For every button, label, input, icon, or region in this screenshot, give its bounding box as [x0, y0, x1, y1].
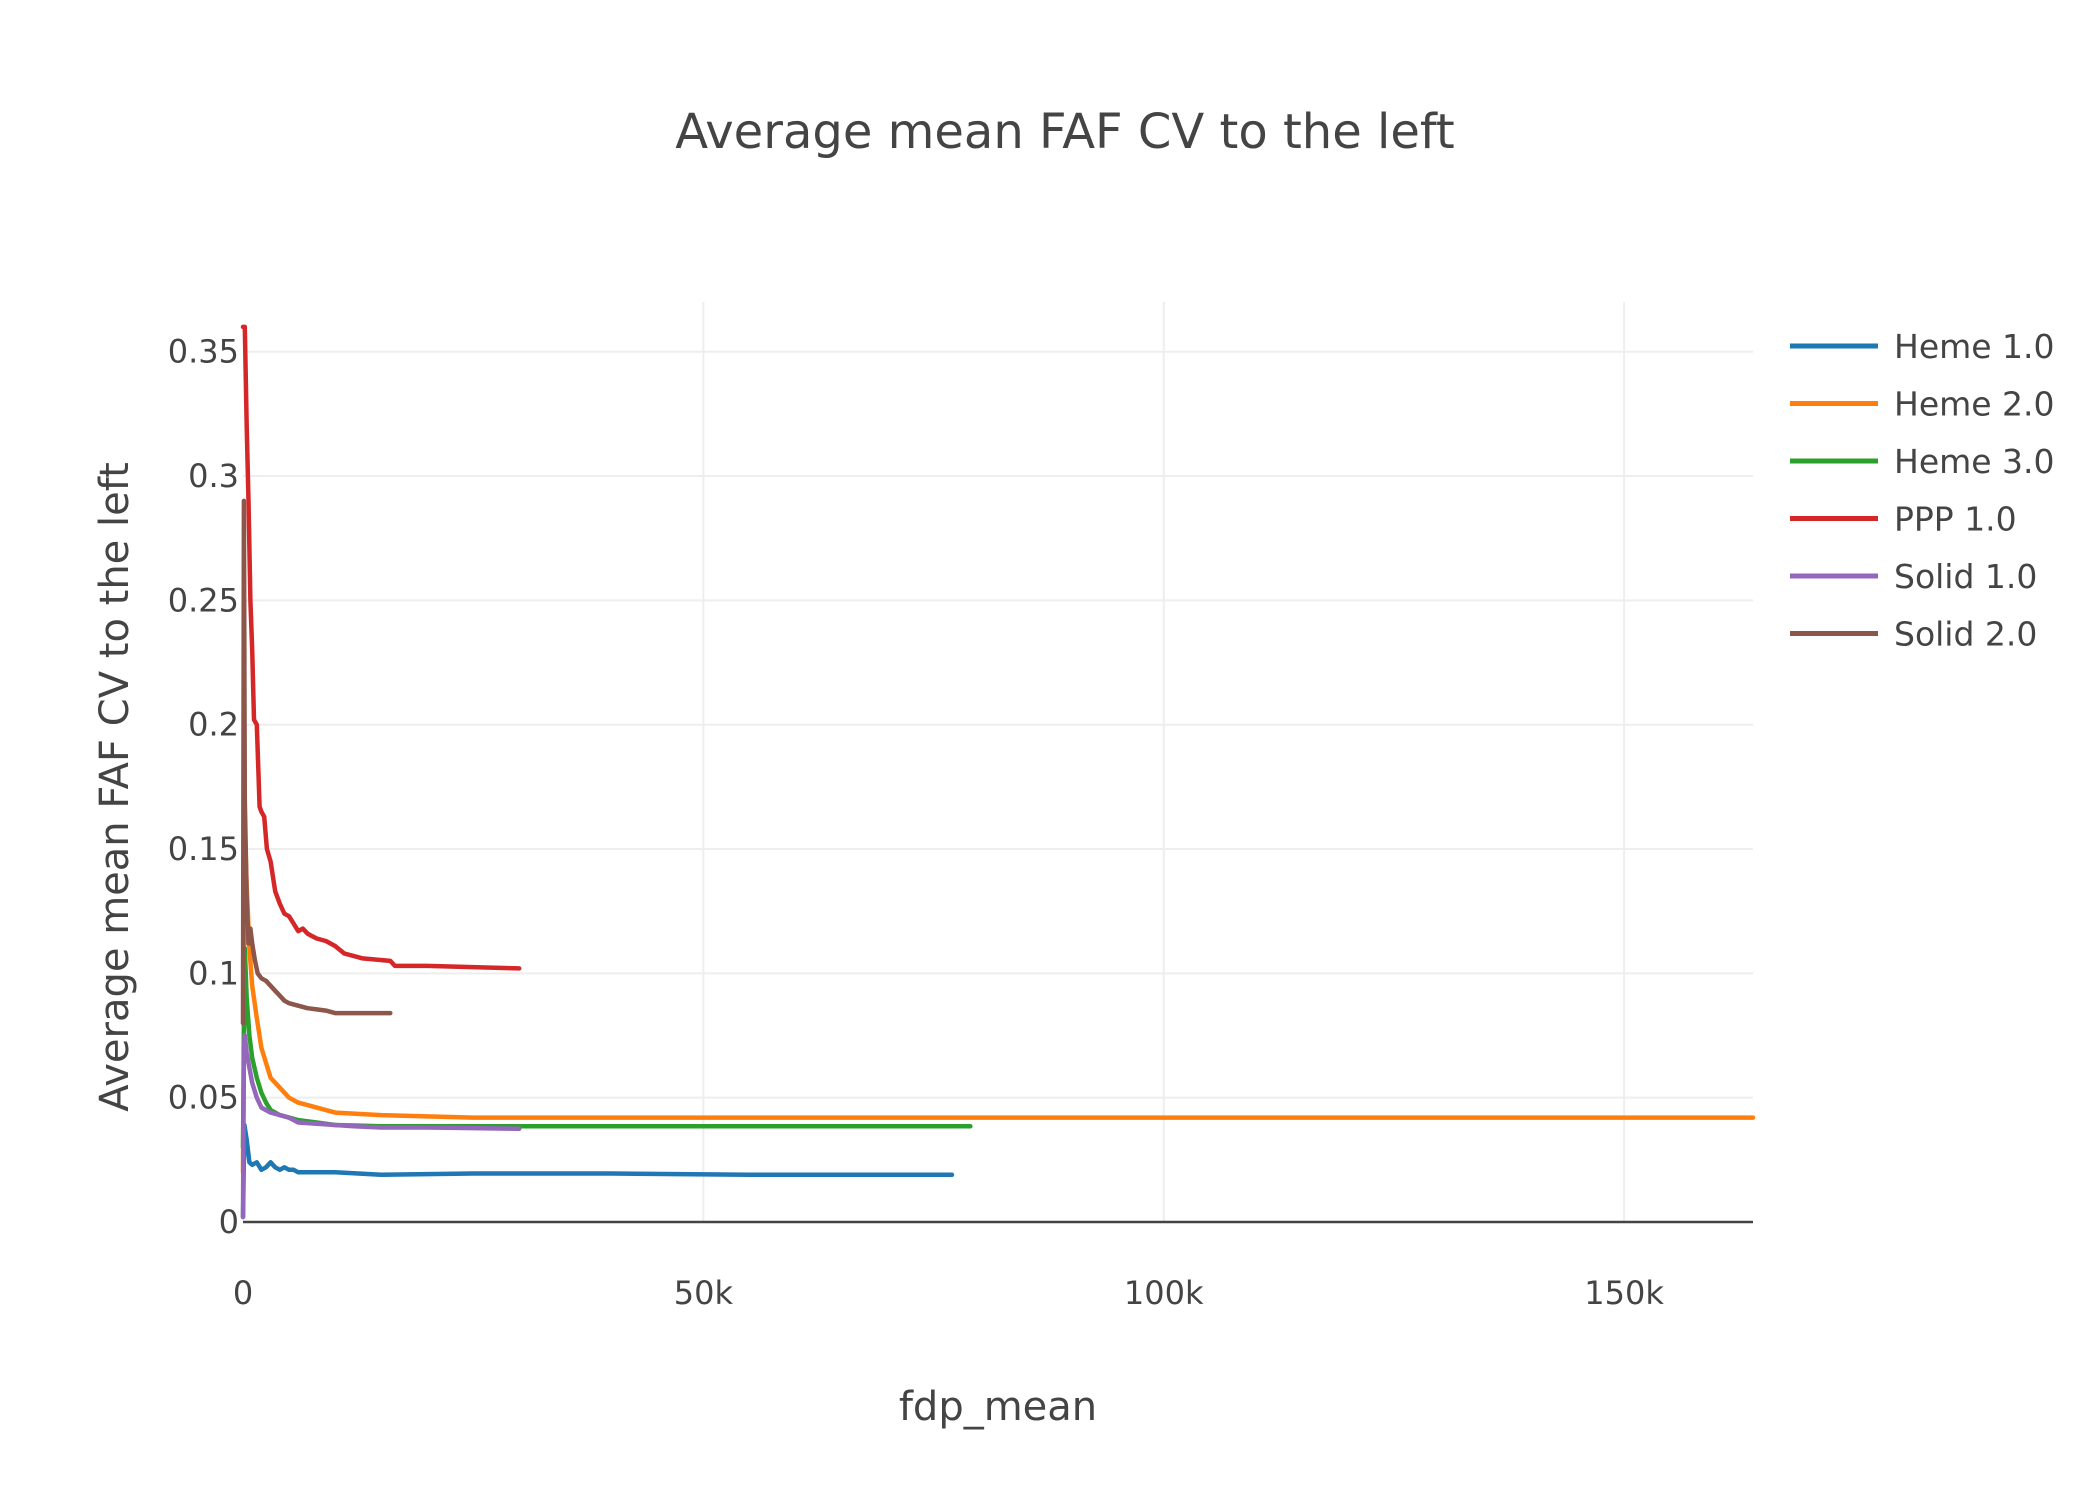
- series-line-ppp-1-0: [240, 324, 522, 971]
- y-tick-label: 0.1: [188, 954, 239, 992]
- x-axis-title: fdp_mean: [899, 1384, 1097, 1430]
- y-tick-label: 0.05: [168, 1079, 239, 1117]
- legend-label: Heme 1.0: [1894, 327, 2055, 366]
- y-axis-title: Average mean FAF CV to the left: [92, 462, 138, 1112]
- legend-item: Heme 2.0: [1790, 385, 2055, 424]
- x-tick-label: 100k: [1124, 1274, 1204, 1312]
- chart-title: Average mean FAF CV to the left: [675, 104, 1454, 160]
- legend-label: Heme 2.0: [1894, 385, 2055, 424]
- y-tick-label: 0: [219, 1203, 239, 1241]
- legend-item: Heme 1.0: [1790, 327, 2055, 366]
- legend-label: Solid 2.0: [1894, 615, 2037, 654]
- y-tick-label: 0.25: [168, 581, 239, 619]
- plot-area: [240, 324, 1756, 1220]
- y-tick-label: 0.3: [188, 457, 239, 495]
- series-line-solid-1-0: [240, 1033, 522, 1220]
- legend-label: Solid 1.0: [1894, 557, 2037, 596]
- y-tick-label: 0.15: [168, 830, 239, 868]
- y-tick-label: 0.35: [168, 333, 239, 371]
- series-line-heme-1-0: [240, 1122, 955, 1220]
- legend-item: Solid 1.0: [1790, 557, 2037, 596]
- legend-label: PPP 1.0: [1894, 500, 2017, 539]
- legend-label: Heme 3.0: [1894, 442, 2055, 481]
- y-tick-label: 0.2: [188, 706, 239, 744]
- series-line-solid-2-0: [240, 498, 393, 1026]
- gridlines: [243, 302, 1753, 1222]
- legend-item: Solid 2.0: [1790, 615, 2037, 654]
- axes: 0 0.05 0.1 0.15 0.2 0.25 0.3 0.35 0 50k 100k 150k: [168, 333, 1753, 1312]
- legend-item: PPP 1.0: [1790, 500, 2017, 539]
- x-tick-label: 50k: [674, 1274, 734, 1312]
- x-tick-label: 0: [233, 1274, 253, 1312]
- legend: Heme 1.0 Heme 2.0 Heme 3.0 PPP 1.0 Solid 1.0…: [1790, 327, 2055, 654]
- x-tick-label: 150k: [1584, 1274, 1664, 1312]
- legend-item: Heme 3.0: [1790, 442, 2055, 481]
